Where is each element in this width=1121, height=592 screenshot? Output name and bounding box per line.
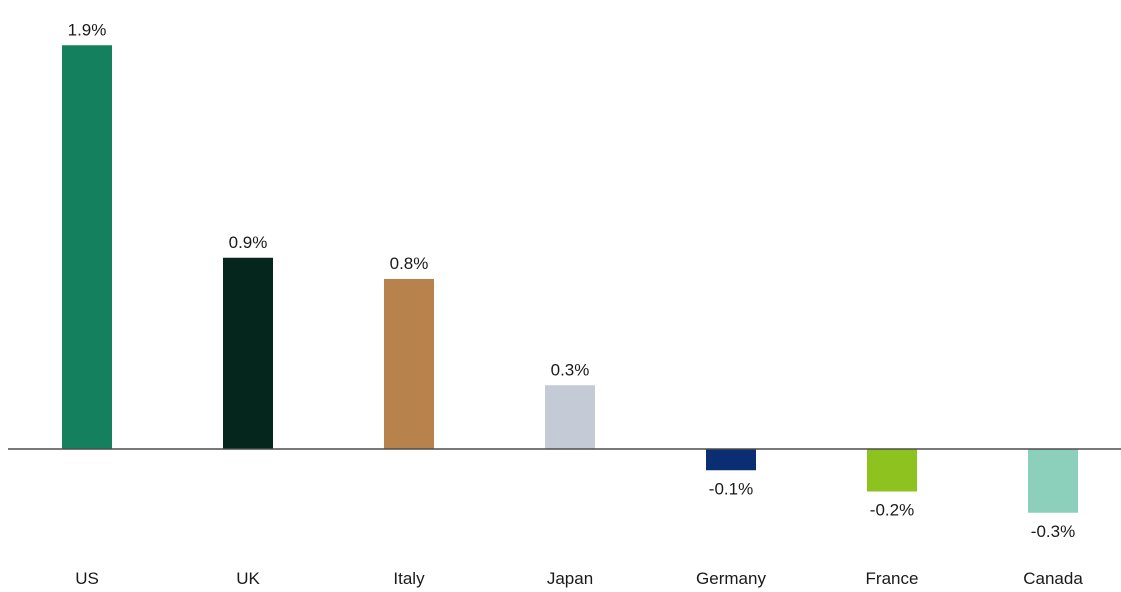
bar-germany xyxy=(706,449,756,471)
value-label-germany: -0.1% xyxy=(709,479,753,498)
value-label-japan: 0.3% xyxy=(551,360,590,379)
category-label-uk: UK xyxy=(236,569,260,588)
value-label-france: -0.2% xyxy=(870,501,914,520)
bars-group xyxy=(62,45,1078,513)
bar-france xyxy=(867,449,917,492)
bar-canada xyxy=(1028,449,1078,513)
value-label-canada: -0.3% xyxy=(1031,522,1075,541)
value-label-us: 1.9% xyxy=(68,20,107,39)
category-label-us: US xyxy=(75,569,99,588)
bar-italy xyxy=(384,279,434,449)
value-label-uk: 0.9% xyxy=(229,233,268,252)
category-labels-group: US UK Italy Japan Germany France Canada xyxy=(75,569,1083,588)
value-labels-group: 1.9% 0.9% 0.8% 0.3% -0.1% -0.2% -0.3% xyxy=(68,20,1076,541)
bar-japan xyxy=(545,385,595,449)
category-label-japan: Japan xyxy=(547,569,593,588)
value-label-italy: 0.8% xyxy=(390,254,429,273)
bar-us xyxy=(62,45,112,449)
category-label-canada: Canada xyxy=(1023,569,1083,588)
category-label-germany: Germany xyxy=(696,569,766,588)
bar-uk xyxy=(223,257,273,449)
category-label-italy: Italy xyxy=(393,569,425,588)
category-label-france: France xyxy=(866,569,919,588)
